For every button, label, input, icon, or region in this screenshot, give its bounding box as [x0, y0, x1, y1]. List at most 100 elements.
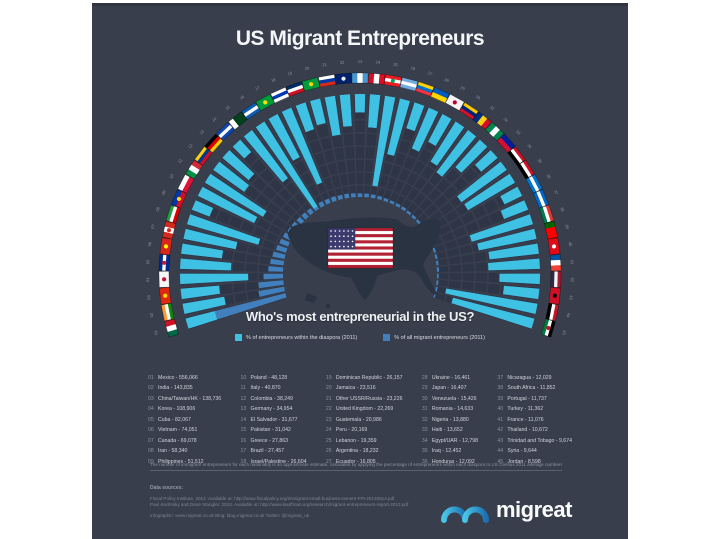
flag-rank-label: 29 — [460, 85, 467, 92]
bar-share-of-all — [258, 280, 284, 289]
grid-cell — [438, 266, 449, 273]
bar-within-diaspora — [387, 98, 410, 156]
flag-rank-label: 30 — [475, 94, 482, 101]
bar-within-diaspora — [451, 297, 535, 329]
bar-share-of-all — [357, 193, 363, 197]
list-item-text: France - 11,076 — [507, 416, 544, 423]
migreat-logo-text: migreat — [496, 497, 572, 522]
bar-within-diaspora — [411, 107, 439, 152]
grid-cell — [421, 165, 435, 180]
list-item-text: Pakistan - 31,042 — [250, 427, 291, 434]
list-item-text: Jamaica - 23,516 — [335, 385, 376, 392]
bar-within-diaspora — [499, 273, 540, 285]
list-item-text: Germany - 34,954 — [250, 406, 293, 413]
list-item-text: Lebanon - 19,359 — [335, 437, 377, 444]
list-item-rank: 09 — [148, 458, 154, 465]
country-flag-france — [549, 254, 562, 272]
grid-cell — [228, 215, 243, 229]
list-item: 18 Israel/Palestine - 26,604 — [241, 459, 307, 469]
list-item: 30 Venezuela - 15,426 — [422, 396, 478, 406]
list-item: 43 Trinidad and Tobago - 9,674 — [497, 438, 572, 448]
list-item: 45 Jordan - 8,598 — [497, 459, 572, 469]
grid-cell — [402, 127, 416, 142]
list-item: 06 Vietnam - 74,051 — [148, 427, 221, 437]
grid-cell — [428, 188, 442, 202]
list-item-text: Canada - 69,078 — [158, 437, 197, 444]
grid-cell — [253, 226, 267, 238]
list-item-text: Philippines - 51,512 — [158, 458, 204, 465]
grid-cell — [233, 251, 246, 262]
list-item-text: Other USSR/Russia - 23,226 — [335, 395, 403, 402]
flag-rank-label: 19 — [287, 70, 294, 76]
bar-within-diaspora — [372, 95, 396, 187]
grid-cell — [394, 152, 407, 167]
flag-rank-label: 22 — [340, 59, 346, 64]
grid-cell — [401, 199, 412, 210]
list-item-text: Haiti - 13,652 — [431, 427, 463, 434]
list-item-rank: 39 — [497, 395, 504, 402]
grid-cell — [444, 239, 458, 250]
grid-cell — [247, 290, 260, 300]
flag-rank-label: 08 — [155, 206, 161, 212]
infographic-panel: US Migrant Entrepreneurs 01 02 03 04 05 06 07 0… — [92, 3, 628, 539]
chart-question: Who's most entrepreneurial in the US? — [245, 309, 475, 324]
bar-within-diaspora — [428, 114, 452, 146]
flag-rank-label: 17 — [254, 84, 261, 91]
grid-cell — [220, 283, 233, 295]
grid-cell — [245, 263, 258, 272]
alaska-silhouette — [305, 293, 317, 303]
country-flag-turkey — [547, 237, 561, 256]
list-item-text: Thailand - 10,672 — [507, 427, 548, 434]
list-item-rank: 38 — [497, 385, 504, 392]
grid-cell — [398, 140, 411, 154]
source-extra-line: Infographic: www.migreat.co.uk Blog: blo… — [150, 513, 310, 519]
bar-share-of-all — [395, 203, 401, 208]
list-item-rank: 02 — [148, 385, 154, 392]
flag-rank-label: 20 — [304, 65, 310, 71]
list-item-rank: 40 — [497, 406, 504, 413]
bar-within-diaspora — [500, 200, 529, 219]
list-item-text: Syria - 9,644 — [507, 448, 537, 455]
list-item-rank: 29 — [421, 385, 428, 392]
grid-cell — [462, 263, 475, 272]
flag-rank-label: 06 — [147, 241, 153, 247]
list-item: 14 El Salvador - 31,677 — [241, 417, 307, 427]
list-item: 08 Iran - 58,340 — [148, 448, 221, 458]
grid-cell — [288, 198, 301, 211]
grid-cell — [309, 140, 322, 154]
list-item-rank: 37 — [497, 375, 504, 381]
grid-cell — [316, 124, 330, 138]
grid-cell — [345, 147, 355, 159]
grid-cell — [477, 215, 492, 229]
grid-cell — [483, 199, 499, 214]
bar-within-diaspora — [457, 161, 507, 203]
bar-within-diaspora — [180, 258, 232, 271]
grid-cell — [412, 160, 426, 175]
country-flag-south-africa — [539, 204, 555, 224]
country-list: 01 Mexico - 556,066 02 India - 143,835 03 Chi… — [148, 375, 572, 469]
list-item-rank: 41 — [497, 416, 504, 423]
list-item: 39 Portugal - 11,737 — [497, 396, 572, 406]
bar-share-of-all — [435, 286, 438, 292]
list-item-rank: 05 — [148, 416, 154, 423]
grid-cell — [377, 187, 385, 199]
flag-rank-label: 15 — [224, 104, 231, 111]
flag-rank-label: 04 — [145, 277, 150, 282]
grid-cell — [216, 210, 231, 225]
flag-rank-label: 37 — [553, 190, 560, 197]
country-flag-china-taiwan-hk — [159, 286, 172, 305]
flag-rank-label: 43 — [568, 295, 574, 301]
list-item: 36 Honduras - 12,092 — [422, 459, 478, 469]
grid-cell — [412, 207, 423, 219]
legend-label-share: % of all migrant entrepreneurs (2011) — [394, 334, 485, 341]
bar-within-diaspora — [243, 130, 288, 183]
flag-rank-label: 23 — [358, 59, 363, 64]
list-item: 40 Turkey - 11,362 — [497, 406, 572, 416]
grid-cell — [240, 221, 255, 234]
list-column: 10 Poland - 48,128 11 Italy - 40,870 12 Colom… — [241, 375, 307, 469]
bar-within-diaspora — [183, 228, 238, 250]
flag-rank-label: 07 — [150, 223, 156, 229]
grid-cell — [355, 133, 365, 146]
list-item-rank: 03 — [148, 395, 154, 402]
